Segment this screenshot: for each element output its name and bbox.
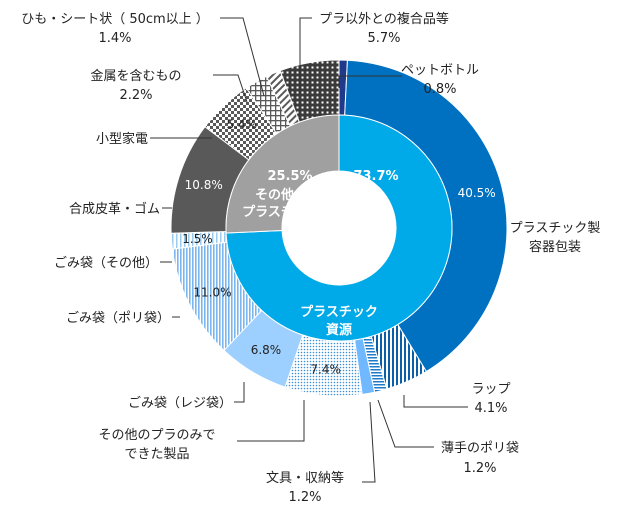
slice-labels: 40.5% 7.4% 6.8% 11.0% 1.5% 10.8% 5.4%: [182, 117, 496, 376]
ext-label-stationery-name: 文具・収納等: [266, 470, 344, 486]
category-label-plastic-resource-line1: プラスチック: [300, 305, 378, 320]
slice-value-label-8: 1.5%: [182, 232, 213, 246]
leader-string: [220, 17, 265, 97]
slice-value-label-7: 11.0%: [193, 285, 231, 299]
slice-label-other-plastic: 25.5%: [267, 169, 312, 184]
leader-composite: [299, 17, 312, 94]
ext-label-string-value: 1.4%: [98, 31, 131, 46]
category-label-plastic-resource-line2: 資源: [326, 322, 352, 338]
slice-value-label-6: 6.8%: [251, 343, 282, 357]
ext-label-string-name: ひも・シート状（ 50cm以上 ）: [21, 12, 209, 27]
slice-value-label-5: 7.4%: [310, 362, 341, 376]
ext-label-composite-value: 5.7%: [367, 31, 400, 46]
leader-otherpla: [237, 400, 305, 442]
slice-label-plastic-resource: 73.7%: [353, 169, 398, 184]
ext-label-metal-name: 金属を含むもの: [90, 68, 181, 84]
ext-label-appliance: 小型家電: [96, 131, 148, 147]
donut-hole: [282, 171, 396, 285]
ext-label-leather: 合成皮革・ゴム: [69, 201, 160, 217]
leader-regibag: [234, 382, 245, 403]
ext-label-container-line2: 容器包装: [529, 239, 581, 255]
ext-label-pet-value: 0.8%: [423, 82, 456, 97]
ext-label-stationery-value: 1.2%: [288, 490, 321, 505]
slice-value-label-9: 10.8%: [185, 178, 223, 192]
ext-label-composite-name: プラ以外との複合品等: [319, 11, 449, 27]
inner-slice-1: [225, 114, 340, 234]
leader-wrap: [403, 395, 468, 408]
ext-label-container-line1: プラスチック製: [510, 221, 601, 236]
leader-pet: [338, 75, 402, 88]
category-label-other-plastic-line1: その他の: [255, 187, 307, 203]
ext-label-polybag: ごみ袋（ポリ袋）: [66, 310, 170, 326]
leader-thinbag: [377, 399, 434, 448]
outer-ring: [170, 59, 508, 397]
ext-label-regibag: ごみ袋（レジ袋）: [128, 395, 232, 411]
ext-label-otherbag: ごみ袋（その他）: [54, 255, 158, 271]
category-label-other-plastic-line2: プラスチック: [242, 205, 320, 220]
ext-label-wrap-name: ラップ: [471, 382, 510, 397]
ext-label-otherpla-line1: その他のプラのみで: [98, 428, 215, 443]
slice-value-label-1: 40.5%: [458, 186, 496, 200]
ext-label-pet-name: ペットボトル: [401, 63, 479, 78]
ext-label-wrap-value: 4.1%: [474, 401, 507, 416]
leader-lines: [150, 17, 468, 483]
leader-stationery: [362, 401, 376, 483]
ext-label-metal-value: 2.2%: [119, 88, 152, 103]
slice-value-label-10: 5.4%: [227, 117, 258, 131]
external-labels: ペットボトル 0.8% プラスチック製 容器包装 ラップ 4.1% 薄手のポリ袋…: [21, 11, 600, 505]
ext-label-otherpla-line2: できた製品: [124, 447, 189, 462]
ext-label-thinbag-name: 薄手のポリ袋: [441, 441, 519, 456]
ext-label-thinbag-value: 1.2%: [463, 461, 496, 476]
leader-metal: [213, 74, 248, 103]
